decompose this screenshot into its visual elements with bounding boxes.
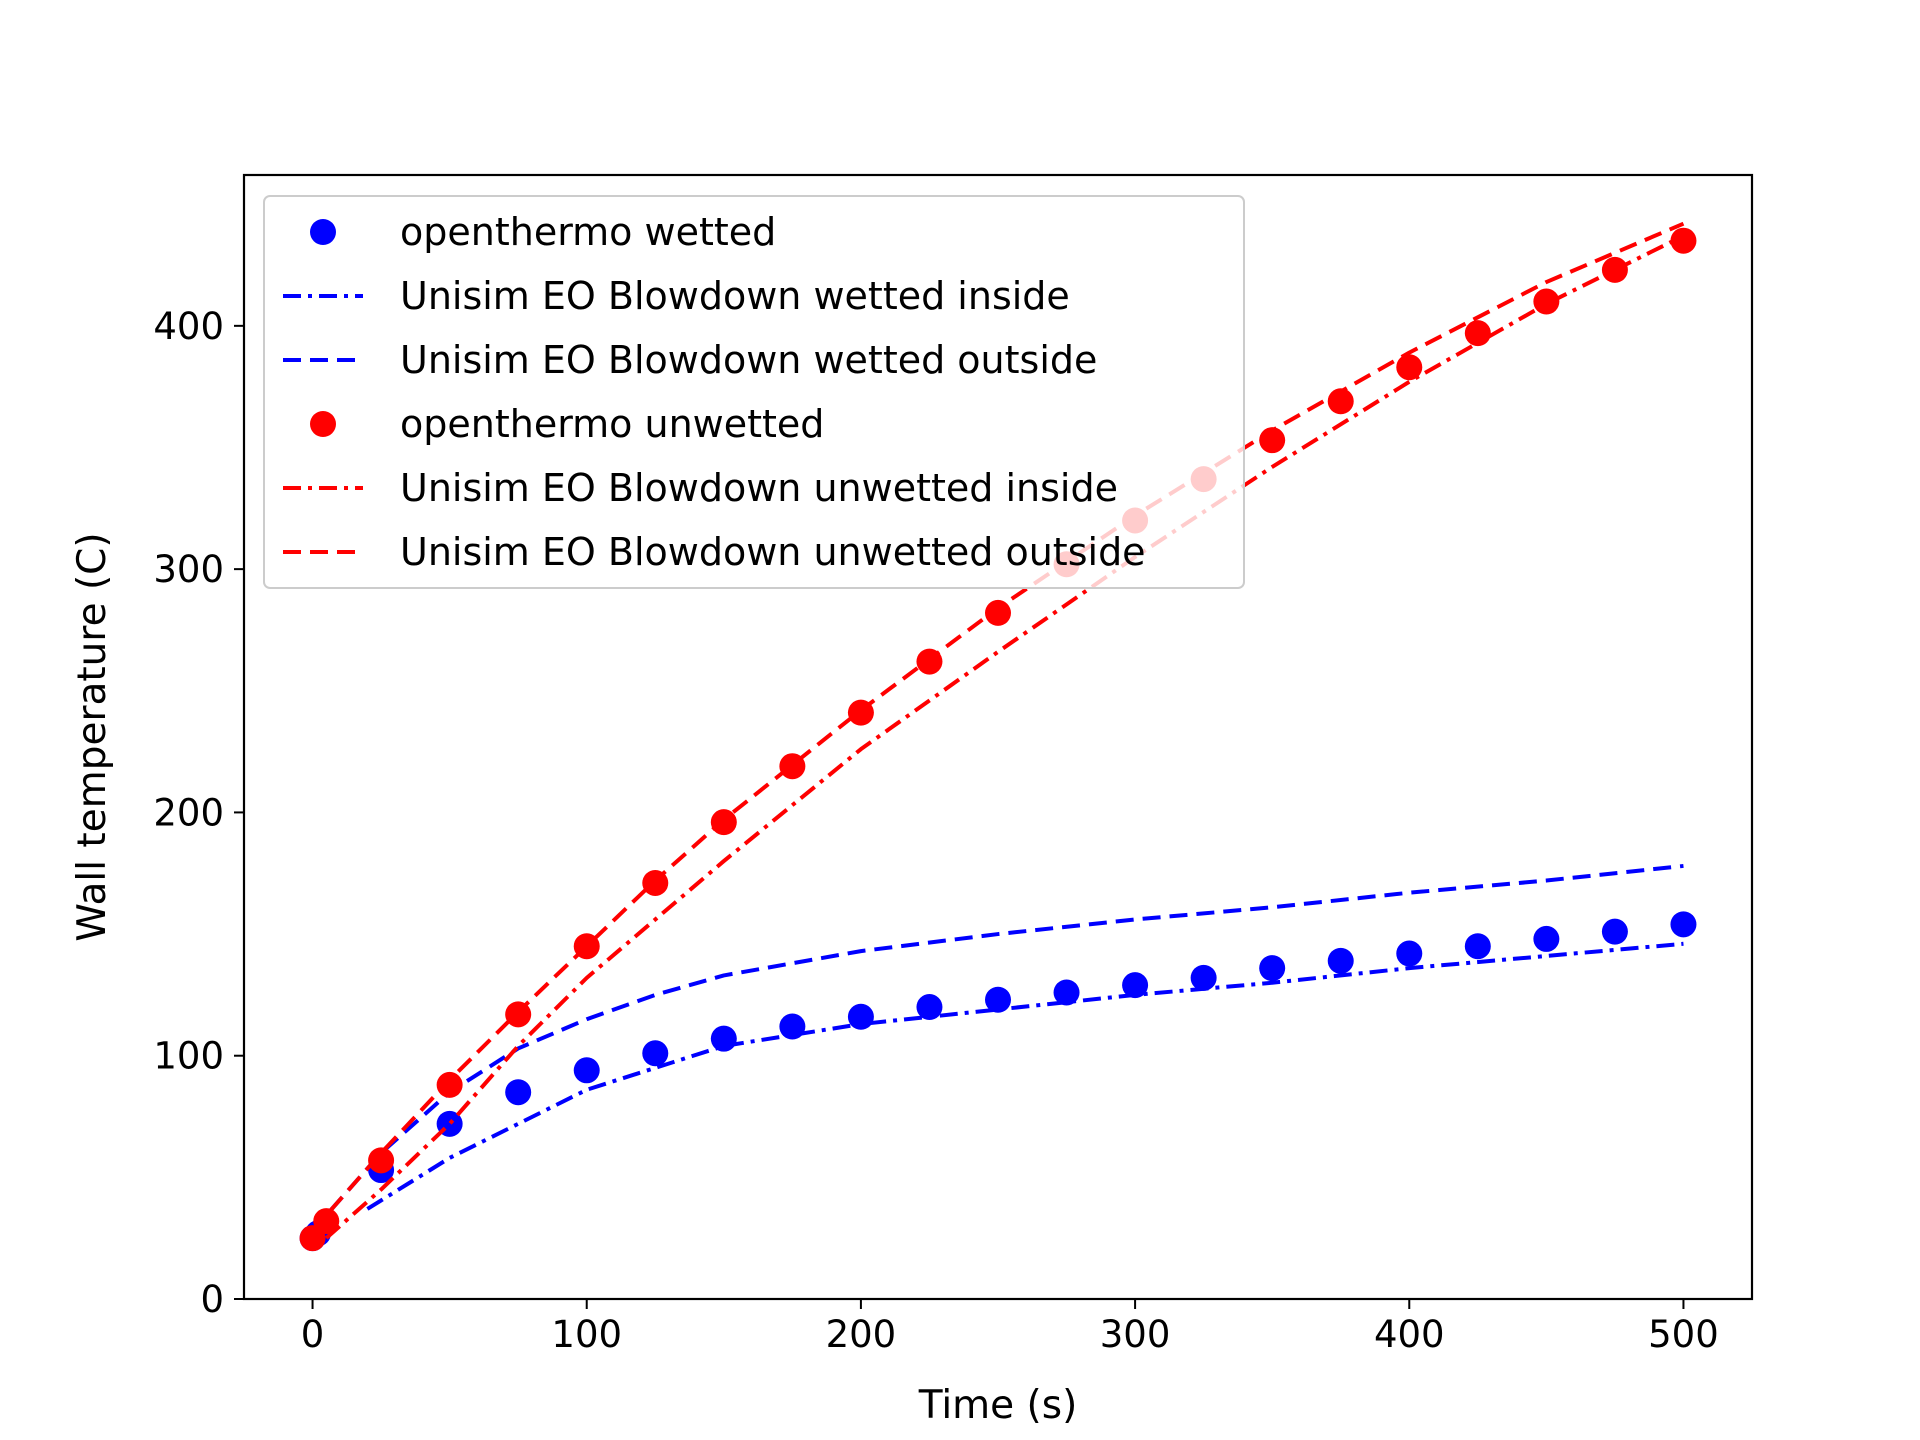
y-axis-label: Wall temperature (C) (70, 532, 115, 941)
legend-label: Unisim EO Blowdown wetted outside (400, 338, 1097, 382)
data-point (1327, 947, 1354, 974)
legend: openthermo wetted Unisim EO Blowdown wett… (263, 195, 1245, 589)
y-tick-label: 0 (200, 1278, 224, 1321)
series-line (311, 221, 1685, 1233)
data-point (1259, 955, 1286, 982)
series-5 (311, 221, 1685, 1233)
x-tick-label: 0 (301, 1313, 325, 1356)
x-tick-label: 300 (1100, 1313, 1171, 1356)
legend-marker (310, 411, 336, 437)
data-point (985, 986, 1011, 1013)
data-point (1464, 320, 1491, 347)
data-point (1670, 911, 1697, 938)
ticks-layer: 0 100 200 300 400 500 0 100 200 300 400 (153, 305, 1718, 1356)
series-2 (311, 863, 1684, 1233)
data-point (313, 1208, 340, 1235)
series-line (366, 941, 1684, 1211)
data-point (1396, 354, 1423, 381)
data-point (642, 1040, 669, 1067)
y-tick-label: 300 (153, 548, 224, 591)
data-point (1533, 925, 1560, 952)
y-tick-label: 200 (153, 791, 224, 834)
series-line (311, 863, 1684, 1233)
legend-label: openthermo unwetted (400, 402, 824, 446)
x-tick-label: 200 (826, 1313, 897, 1356)
data-point (847, 1003, 874, 1030)
series-4 (324, 234, 1685, 1240)
x-tick-label: 500 (1648, 1313, 1719, 1356)
series-layer (299, 221, 1697, 1252)
x-axis-label: Time (s) (918, 1383, 1078, 1428)
legend-label: openthermo wetted (400, 210, 776, 254)
x-tick-label: 400 (1374, 1313, 1445, 1356)
data-point (1053, 979, 1080, 1006)
data-point (916, 994, 943, 1021)
x-tick-label: 100 (551, 1313, 622, 1356)
data-point (1670, 227, 1697, 254)
legend-label: Unisim EO Blowdown unwetted outside (400, 530, 1146, 574)
y-tick-label: 100 (153, 1035, 224, 1078)
data-point (1601, 918, 1628, 945)
data-point (1122, 972, 1149, 999)
data-point (505, 1079, 532, 1106)
data-point (985, 599, 1011, 626)
data-point (779, 1013, 806, 1040)
plot-frame (242, 173, 1754, 1301)
series-line (324, 234, 1685, 1240)
series-1 (366, 941, 1684, 1211)
data-point (1464, 933, 1491, 960)
legend-label: Unisim EO Blowdown unwetted inside (400, 466, 1118, 510)
data-point (1533, 288, 1560, 315)
data-point (368, 1147, 395, 1174)
data-point (1190, 964, 1217, 991)
y-tick-label: 400 (153, 305, 224, 348)
data-point (1396, 940, 1423, 967)
legend-marker (310, 219, 336, 245)
data-point (573, 1057, 600, 1084)
legend-label: Unisim EO Blowdown wetted inside (400, 274, 1070, 318)
data-point (710, 1025, 737, 1052)
data-point (436, 1071, 463, 1098)
legend-box (263, 195, 1245, 589)
